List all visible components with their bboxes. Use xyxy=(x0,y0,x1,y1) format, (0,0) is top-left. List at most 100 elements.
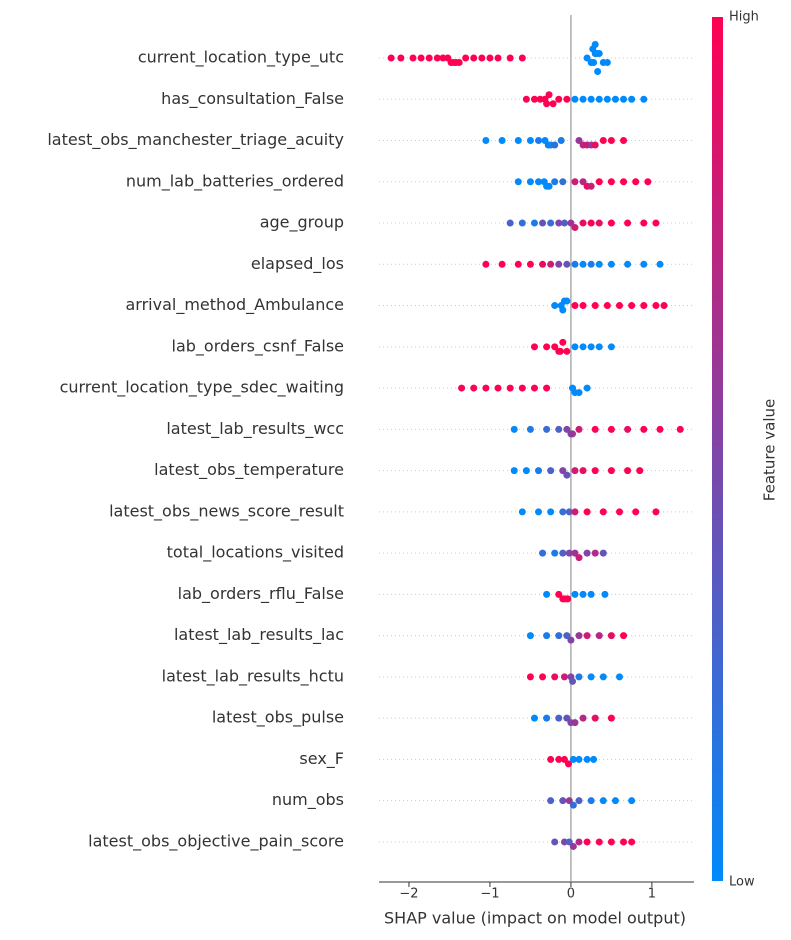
dot xyxy=(571,590,579,598)
x-tick-label: −1 xyxy=(480,887,499,902)
dot xyxy=(571,549,579,557)
dot xyxy=(543,632,551,640)
dot xyxy=(518,384,526,392)
dot xyxy=(556,347,564,355)
feature-label: latest_obs_temperature xyxy=(154,460,344,480)
dot xyxy=(494,384,502,392)
dot xyxy=(595,260,603,268)
dot xyxy=(607,137,615,145)
dot xyxy=(549,100,557,108)
dot xyxy=(543,343,551,351)
dot xyxy=(498,137,506,145)
dot xyxy=(569,801,577,809)
dot xyxy=(640,260,648,268)
dot xyxy=(571,343,579,351)
dot xyxy=(640,95,648,103)
dot xyxy=(569,677,577,685)
x-tick-label: 1 xyxy=(648,887,656,902)
dot xyxy=(628,302,636,310)
dot xyxy=(470,384,478,392)
dot xyxy=(583,384,591,392)
dot xyxy=(526,178,534,186)
dot xyxy=(571,224,579,232)
dot xyxy=(616,302,624,310)
dot xyxy=(579,302,587,310)
dot xyxy=(510,467,518,475)
dot xyxy=(587,797,595,805)
feature-label: latest_lab_results_hctu xyxy=(162,666,344,686)
dot xyxy=(591,467,599,475)
dot xyxy=(640,425,648,433)
dot xyxy=(579,714,587,722)
dot xyxy=(616,673,624,681)
feature-label: latest_lab_results_wcc xyxy=(166,419,344,439)
dot xyxy=(616,508,624,516)
dot xyxy=(482,384,490,392)
dot xyxy=(535,508,543,516)
feature-label: latest_obs_news_score_result xyxy=(109,501,344,521)
dot xyxy=(551,178,559,186)
dot xyxy=(555,425,563,433)
colorbar-low: Low xyxy=(729,875,755,890)
dot xyxy=(579,178,587,186)
dot xyxy=(575,797,583,805)
dot xyxy=(536,95,544,103)
dot xyxy=(620,838,628,846)
dot xyxy=(583,508,591,516)
dot xyxy=(591,141,599,149)
dot xyxy=(591,425,599,433)
x-tick-label: 0 xyxy=(567,887,575,902)
dot xyxy=(530,219,538,227)
dot xyxy=(595,838,603,846)
dot xyxy=(543,714,551,722)
dot xyxy=(482,260,490,268)
dot xyxy=(591,549,599,557)
dot xyxy=(587,260,595,268)
dot xyxy=(571,508,579,516)
dot xyxy=(569,842,577,850)
dot xyxy=(563,297,571,305)
dot xyxy=(565,549,573,557)
dot xyxy=(599,137,607,145)
dot xyxy=(518,508,526,516)
dot xyxy=(560,673,568,681)
dot xyxy=(486,54,494,62)
dot xyxy=(555,260,563,268)
feature-label: elapsed_los xyxy=(251,254,344,274)
dot xyxy=(397,54,405,62)
dot xyxy=(559,338,567,346)
feature-label: latest_obs_manchester_triage_acuity xyxy=(47,130,344,150)
dot xyxy=(560,838,568,846)
dot xyxy=(624,467,632,475)
dot xyxy=(620,632,628,640)
dot xyxy=(583,54,591,62)
dot xyxy=(575,838,583,846)
dot xyxy=(595,632,603,640)
dot xyxy=(571,95,579,103)
dot xyxy=(591,41,599,48)
dot xyxy=(563,471,571,479)
dot xyxy=(557,137,565,145)
dot xyxy=(607,425,615,433)
dot xyxy=(547,467,555,475)
dot xyxy=(624,219,632,227)
dot xyxy=(640,302,648,310)
dot xyxy=(587,673,595,681)
dot xyxy=(607,714,615,722)
dot xyxy=(652,508,660,516)
dot xyxy=(510,425,518,433)
dot xyxy=(571,260,579,268)
dot xyxy=(543,590,551,598)
dot xyxy=(559,178,567,186)
dot xyxy=(575,425,583,433)
dot xyxy=(594,68,602,75)
dot xyxy=(620,178,628,186)
dot xyxy=(555,714,563,722)
dot xyxy=(579,95,587,103)
feature-label: num_lab_batteries_ordered xyxy=(126,171,344,191)
dot xyxy=(526,137,534,145)
dot xyxy=(535,467,543,475)
dot xyxy=(607,467,615,475)
dot xyxy=(535,178,543,186)
